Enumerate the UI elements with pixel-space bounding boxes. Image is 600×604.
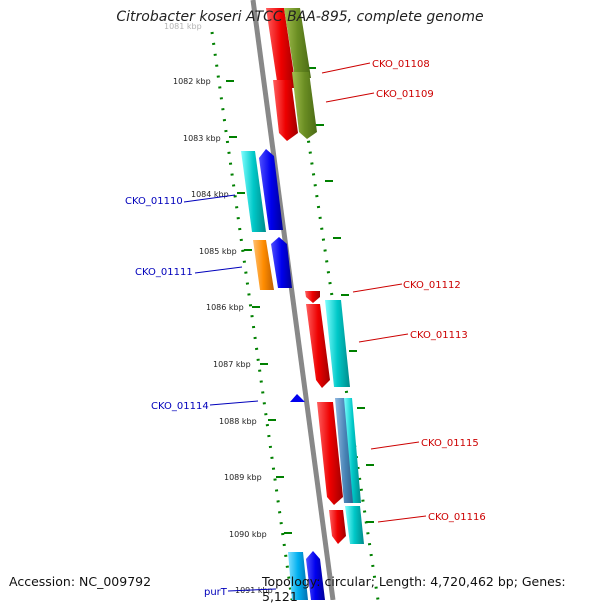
callout-1113 [358, 333, 409, 343]
callout-1115 [370, 441, 420, 450]
gene-label-cko01109[interactable]: CKO_01109 [376, 89, 434, 100]
callout-1111 [194, 266, 243, 274]
gene-olive-1109[interactable] [284, 8, 317, 139]
ruler-inner-track [210, 31, 294, 600]
gene-cyan-1113[interactable] [325, 300, 350, 387]
gene-label-cko01108[interactable]: CKO_01108 [372, 59, 430, 70]
callout-1110 [183, 194, 236, 203]
gene-cyan-1115[interactable] [344, 398, 361, 503]
gene-blue-1111[interactable] [271, 237, 292, 288]
ruler-label-1091: 1091 kbp [235, 586, 273, 595]
gene-orange-1111[interactable] [253, 240, 274, 290]
gene-label-cko01114[interactable]: CKO_01114 [151, 401, 209, 412]
ruler-label-1090: 1090 kbp [229, 530, 267, 539]
gene-label-cko01116[interactable]: CKO_01116 [428, 512, 486, 523]
ruler-label-1083: 1083 kbp [183, 134, 221, 143]
gene-red-1113[interactable] [306, 304, 330, 388]
gene-label-cko01110[interactable]: CKO_01110 [125, 196, 183, 207]
gene-label-purT[interactable]: purT [204, 587, 228, 598]
gene-sky-purT[interactable] [288, 552, 308, 600]
ruler-label-1086: 1086 kbp [206, 303, 244, 312]
ruler-label-1085: 1085 kbp [199, 247, 237, 256]
ruler-label-1087: 1087 kbp [213, 360, 251, 369]
callout-1108 [321, 62, 371, 74]
gene-blue-1114[interactable] [290, 394, 305, 402]
gene-red-1115[interactable] [317, 402, 343, 505]
gene-red-1116[interactable] [329, 510, 346, 544]
gene-red-1108[interactable] [266, 8, 298, 141]
gene-label-cko01115[interactable]: CKO_01115 [421, 438, 479, 449]
callout-1112 [352, 283, 403, 293]
ruler-label-1089: 1089 kbp [224, 473, 262, 482]
gene-label-cko01111[interactable]: CKO_01111 [135, 267, 193, 278]
callout-1109 [325, 92, 375, 103]
ruler-label-1081: 1081 kbp [164, 22, 202, 31]
gene-red-1112[interactable] [305, 291, 320, 303]
gene-label-cko01112[interactable]: CKO_01112 [403, 280, 461, 291]
genome-backbone [250, 0, 336, 600]
gene-blue-purT[interactable] [306, 551, 325, 600]
callout-1116 [377, 515, 427, 523]
ruler-ticks [226, 67, 374, 534]
accession-text: Accession: NC_009792 [9, 574, 152, 589]
gene-cyan-1110[interactable] [241, 151, 266, 232]
ruler-label-1084: 1084 kbp [191, 190, 229, 199]
callout-purT [227, 588, 277, 592]
gene-blue-1110[interactable] [259, 149, 283, 230]
ruler-label-1082: 1082 kbp [173, 77, 211, 86]
genome-title: Citrobacter koseri ATCC BAA-895, complet… [116, 9, 484, 25]
gene-label-cko01113[interactable]: CKO_01113 [410, 330, 468, 341]
callout-1114 [209, 400, 259, 406]
ruler-label-1088: 1088 kbp [219, 417, 257, 426]
gene-cyan-1116[interactable] [345, 506, 364, 544]
